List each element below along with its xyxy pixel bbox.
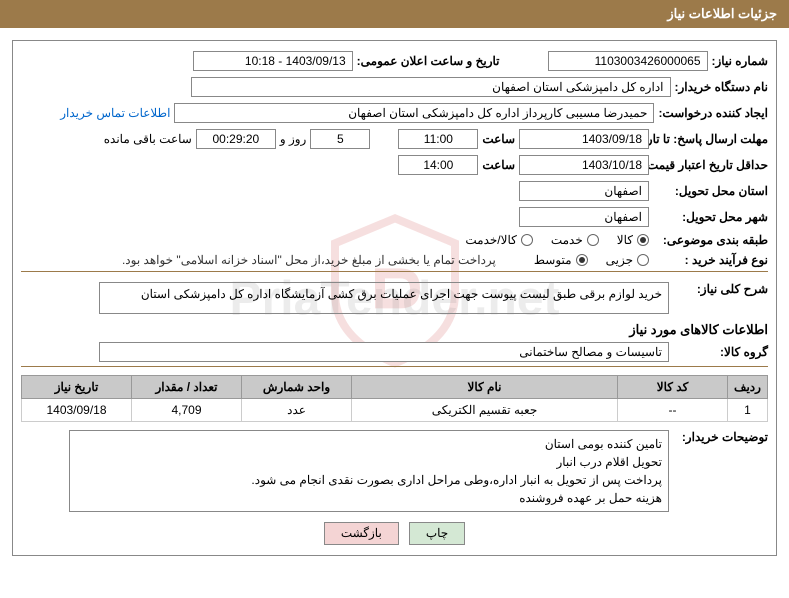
buyer-notes-label: توضیحات خریدار: [673,430,768,444]
radio-goods[interactable] [637,234,649,246]
time-word-2: ساعت [482,158,515,172]
category-radio-group: کالا خدمت کالا/خدمت [465,233,649,247]
goods-table: ردیف کد کالا نام کالا واحد شمارش تعداد /… [21,375,768,422]
summary-box: خرید لوازم برقی طبق لیست پیوست جهت اجرای… [99,282,669,314]
page-title: جزئیات اطلاعات نیاز [667,6,777,21]
need-number-label: شماره نیاز: [712,54,768,68]
cell-idx: 1 [728,399,768,422]
back-button[interactable]: بازگشت [324,522,399,545]
radio-service-label: خدمت [551,233,583,247]
announce-label: تاریخ و ساعت اعلان عمومی: [357,54,500,68]
process-radio-group: جزیی متوسط [534,253,649,267]
radio-both[interactable] [521,234,533,246]
countdown-field: 00:29:20 [196,129,276,149]
group-field: تاسیسات و مصالح ساختمانی [99,342,669,362]
summary-label: شرح کلی نیاز: [673,282,768,296]
radio-small[interactable] [637,254,649,266]
th-unit: واحد شمارش [242,376,352,399]
note-line-2: تحویل اقلام درب انبار [76,453,662,471]
requester-field: حمیدرضا مسیبی کارپرداز اداره کل دامپزشکی… [174,103,654,123]
buyer-notes-box: تامین کننده بومی استان تحویل اقلام درب ا… [69,430,669,512]
need-number-field: 1103003426000065 [548,51,708,71]
buyer-org-field: اداره کل دامپزشکی استان اصفهان [191,77,671,97]
city-label: شهر محل تحویل: [653,210,768,224]
th-code: کد کالا [618,376,728,399]
city-field: اصفهان [519,207,649,227]
province-label: استان محل تحویل: [653,184,768,198]
print-button[interactable]: چاپ [409,522,465,545]
payment-note: پرداخت تمام یا بخشی از مبلغ خرید،از محل … [122,253,496,267]
th-qty: تعداد / مقدار [132,376,242,399]
radio-service[interactable] [587,234,599,246]
radio-both-label: کالا/خدمت [465,233,516,247]
cell-qty: 4,709 [132,399,242,422]
group-label: گروه کالا: [673,345,768,359]
th-date: تاریخ نیاز [22,376,132,399]
deadline-date-field: 1403/09/18 [519,129,649,149]
cell-date: 1403/09/18 [22,399,132,422]
note-line-1: تامین کننده بومی استان [76,435,662,453]
process-label: نوع فرآیند خرید : [653,253,768,267]
category-label: طبقه بندی موضوعی: [653,233,768,247]
contact-link[interactable]: اطلاعات تماس خریدار [60,106,170,120]
th-row: ردیف [728,376,768,399]
deadline-label: مهلت ارسال پاسخ: تا تاریخ: [653,132,768,146]
form-panel: شماره نیاز: 1103003426000065 تاریخ و ساع… [12,40,777,556]
days-word: روز و [280,132,307,146]
cell-name: جعبه تقسیم الکتریکی [352,399,618,422]
th-name: نام کالا [352,376,618,399]
validity-label: حداقل تاریخ اعتبار قیمت: تا تاریخ: [653,158,768,172]
time-word-1: ساعت [482,132,515,146]
validity-time-field: 14:00 [398,155,478,175]
note-line-3: پرداخت پس از تحویل به انبار اداره،وطی مر… [76,471,662,489]
radio-medium[interactable] [576,254,588,266]
table-row: 1 -- جعبه تقسیم الکتریکی عدد 4,709 1403/… [22,399,768,422]
province-field: اصفهان [519,181,649,201]
note-line-4: هزینه حمل بر عهده فروشنده [76,489,662,507]
requester-label: ایجاد کننده درخواست: [658,106,768,120]
validity-date-field: 1403/10/18 [519,155,649,175]
cell-unit: عدد [242,399,352,422]
cell-code: -- [618,399,728,422]
button-row: چاپ بازگشت [21,522,768,545]
radio-medium-label: متوسط [534,253,572,267]
radio-goods-label: کالا [617,233,633,247]
remain-word: ساعت باقی مانده [104,132,192,146]
page-header: جزئیات اطلاعات نیاز [0,0,789,28]
days-field: 5 [310,129,370,149]
deadline-time-field: 11:00 [398,129,478,149]
announce-field: 1403/09/13 - 10:18 [193,51,353,71]
buyer-org-label: نام دستگاه خریدار: [675,80,769,94]
goods-section-title: اطلاعات کالاهای مورد نیاز [21,322,768,338]
radio-small-label: جزیی [606,253,633,267]
